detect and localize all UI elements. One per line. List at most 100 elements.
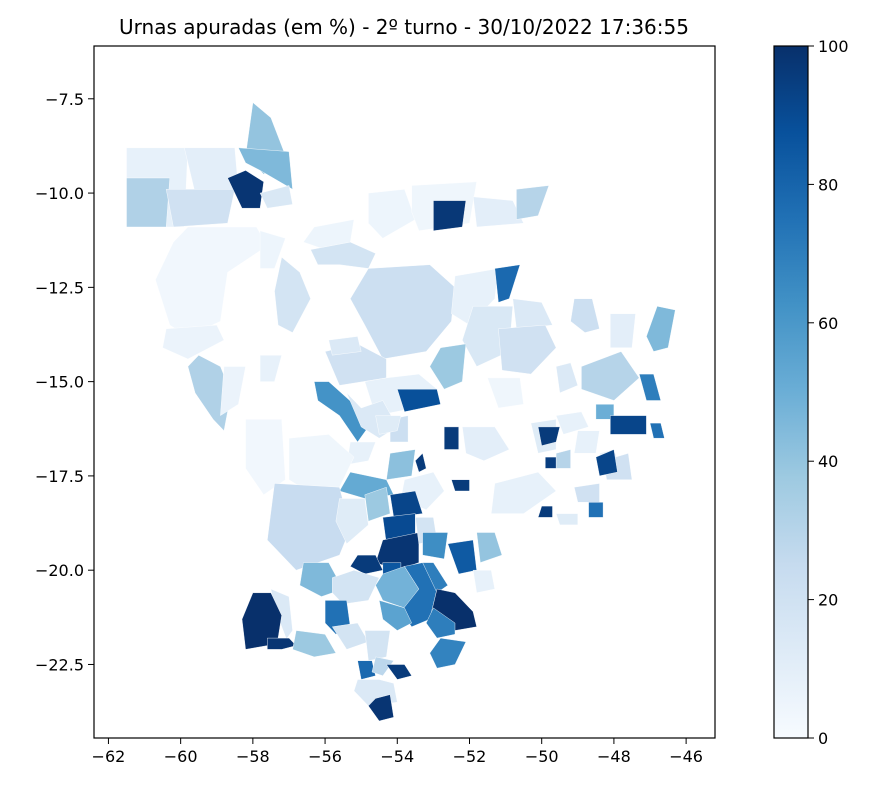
region-79 <box>581 351 640 401</box>
region-46 <box>389 490 423 518</box>
x-tick-label: −48 <box>597 747 631 766</box>
region-87 <box>555 449 571 469</box>
region-2 <box>184 147 239 194</box>
region-99 <box>447 539 477 575</box>
region-7 <box>227 170 264 209</box>
region-105 <box>328 336 362 356</box>
region-60 <box>378 600 412 631</box>
x-axis: −62 −60 −58 −56 −54 −52 −50 −48 −46 <box>92 738 703 766</box>
region-45 <box>364 486 391 522</box>
region-102 <box>537 426 561 446</box>
region-59 <box>425 607 456 639</box>
colorbar-tick-label: 20 <box>818 591 838 610</box>
region-78 <box>555 362 579 394</box>
region-31 <box>397 389 441 413</box>
region-4 <box>165 189 236 228</box>
region-100 <box>476 532 503 563</box>
region-74 <box>498 324 557 375</box>
x-tick-label: −52 <box>453 747 487 766</box>
x-tick-label: −46 <box>669 747 703 766</box>
region-82 <box>610 415 647 435</box>
region-65 <box>292 630 337 658</box>
region-77 <box>570 298 600 333</box>
region-103 <box>487 377 524 409</box>
y-tick-label: −7.5 <box>45 90 84 109</box>
region-9 <box>155 226 268 337</box>
region-64 <box>267 637 297 650</box>
region-18 <box>368 189 416 239</box>
region-3 <box>126 177 171 228</box>
x-tick-label: −58 <box>236 747 270 766</box>
y-axis: −7.5 −10.0 −12.5 −15.0 −17.5 −20.0 −22.5 <box>35 90 94 674</box>
colorbar <box>773 45 809 739</box>
colorbar-tick-label: 100 <box>818 37 849 56</box>
y-tick-label: −22.5 <box>35 655 84 674</box>
region-66 <box>331 622 369 650</box>
region-20 <box>433 200 467 232</box>
region-22 <box>516 185 550 220</box>
region-57 <box>422 562 449 594</box>
region-83 <box>649 422 665 439</box>
map-axes-frame <box>93 45 716 739</box>
colorbar-axis: 0 20 40 60 80 100 <box>808 37 849 748</box>
region-104 <box>259 355 282 382</box>
region-51 <box>350 554 384 575</box>
region-70 <box>371 656 395 677</box>
x-tick-label: −60 <box>164 747 198 766</box>
region-42 <box>451 479 470 492</box>
region-101 <box>472 570 496 594</box>
region-26 <box>512 298 553 330</box>
x-tick-label: −54 <box>380 747 414 766</box>
region-98 <box>375 415 402 435</box>
region-69 <box>357 660 376 680</box>
region-21 <box>472 196 524 228</box>
region-96 <box>555 513 578 526</box>
region-93 <box>588 502 604 518</box>
region-67 <box>364 630 391 661</box>
y-tick-label: −20.0 <box>35 561 84 580</box>
region-37 <box>386 449 416 480</box>
y-tick-label: −12.5 <box>35 278 84 297</box>
x-tick-label: −62 <box>92 747 126 766</box>
y-tick-label: −15.0 <box>35 373 84 392</box>
region-54 <box>332 569 380 605</box>
region-50 <box>422 532 449 560</box>
x-tick-label: −50 <box>525 747 559 766</box>
region-94 <box>490 471 557 514</box>
colorbar-tick-label: 0 <box>818 729 828 748</box>
region-90 <box>595 449 618 477</box>
colorbar-tick-label: 80 <box>818 175 838 194</box>
region-75 <box>610 313 636 348</box>
region-28 <box>429 343 467 390</box>
region-68 <box>429 637 467 669</box>
region-23 <box>350 264 456 360</box>
region-95 <box>537 505 553 518</box>
region-10 <box>259 230 286 269</box>
colorbar-tick-label: 60 <box>818 314 838 333</box>
region-86 <box>573 430 600 454</box>
region-11 <box>162 324 225 360</box>
region-43 <box>267 483 351 571</box>
region-32 <box>313 381 369 443</box>
region-40 <box>444 426 459 450</box>
map-regions <box>126 102 676 722</box>
region-8 <box>259 185 293 209</box>
region-12 <box>274 256 311 333</box>
region-91 <box>545 456 557 469</box>
y-tick-label: −17.5 <box>35 467 84 486</box>
region-71 <box>386 664 413 680</box>
region-92 <box>573 483 600 503</box>
region-97 <box>462 426 510 462</box>
colorbar-tick-label: 40 <box>818 452 838 471</box>
x-tick-label: −56 <box>308 747 342 766</box>
region-14 <box>220 366 246 416</box>
region-44 <box>335 498 369 545</box>
chart-title: Urnas apuradas (em %) - 2º turno - 30/10… <box>119 15 689 39</box>
region-6 <box>238 147 293 190</box>
region-84 <box>555 411 589 435</box>
y-tick-label: −10.0 <box>35 184 84 203</box>
region-76 <box>646 305 676 352</box>
region-13 <box>187 354 232 432</box>
region-80 <box>638 373 662 401</box>
